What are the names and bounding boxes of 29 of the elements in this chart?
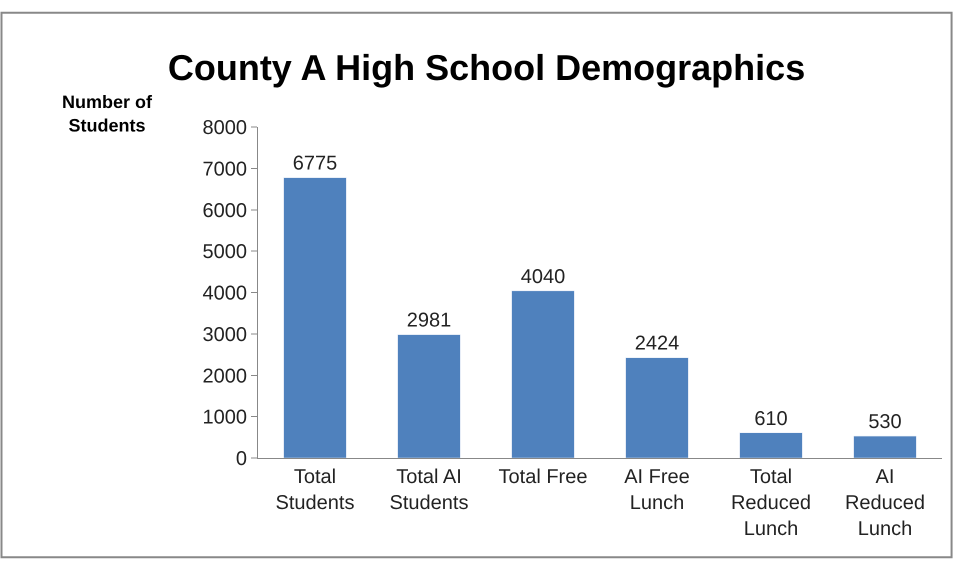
x-tick-label: Total Reduced Lunch (730, 466, 812, 540)
y-tick-label: 5000 (202, 241, 247, 264)
y-tick-label: 2000 (202, 365, 247, 388)
y-tick-label: 4000 (202, 282, 247, 304)
y-tick-label: 1000 (202, 406, 247, 429)
data-label: 4040 (520, 266, 566, 288)
y-tick-label: 6000 (202, 200, 247, 222)
bar (397, 334, 461, 458)
x-tick-label: Total Free (498, 466, 588, 488)
bar (853, 436, 917, 458)
x-tick-label: Total Students (276, 466, 354, 514)
bar (511, 290, 575, 458)
y-tick-label: 8000 (202, 117, 247, 139)
bar (625, 357, 689, 458)
data-label: 2424 (634, 332, 680, 355)
bar (739, 432, 803, 458)
data-label: 530 (868, 411, 902, 434)
x-tick-label: AI Free Lunch (624, 466, 690, 514)
y-axis-title: Number of Students (62, 92, 154, 136)
data-label: 2981 (406, 310, 452, 332)
bar (283, 177, 347, 458)
y-tick-label: 3000 (202, 324, 247, 346)
data-label: 6775 (292, 152, 338, 175)
data-label: 610 (754, 408, 788, 430)
y-tick-label: 7000 (202, 158, 247, 180)
x-tick-label: AI Reduced Lunch (844, 466, 926, 540)
x-tick-label: Total AI Students (390, 466, 468, 514)
chart-title: County A High School Demographics (168, 46, 806, 88)
y-tick-label: 0 (236, 448, 247, 470)
